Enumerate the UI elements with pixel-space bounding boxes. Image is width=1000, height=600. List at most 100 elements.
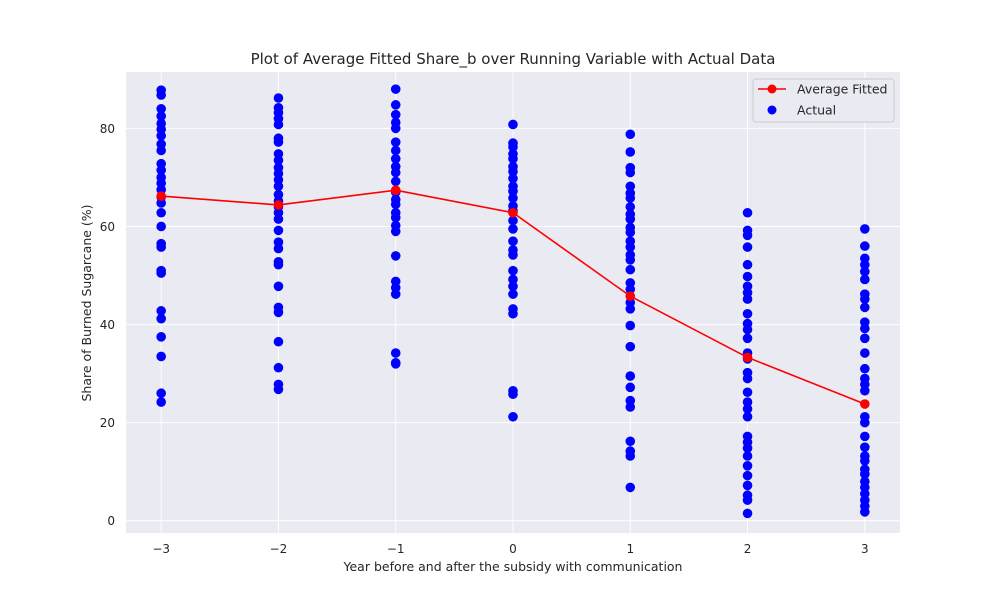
actual-point — [742, 387, 753, 398]
actual-point — [390, 199, 401, 210]
actual-point — [742, 242, 753, 252]
actual-point — [625, 129, 636, 140]
actual-point — [742, 308, 753, 319]
actual-point — [625, 371, 636, 381]
actual-point — [156, 313, 166, 324]
actual-point — [742, 461, 753, 471]
average-fitted-point — [860, 399, 870, 409]
actual-point — [625, 181, 636, 192]
actual-point — [508, 308, 518, 319]
x-tick-label: 3 — [861, 542, 869, 556]
actual-point — [156, 207, 166, 218]
actual-point — [390, 137, 401, 147]
actual-point — [508, 289, 518, 299]
actual-point — [156, 130, 166, 141]
actual-point — [742, 470, 753, 481]
actual-point — [273, 281, 284, 292]
actual-point — [742, 411, 753, 422]
actual-point — [625, 482, 636, 493]
actual-point — [742, 294, 753, 304]
actual-point — [742, 333, 753, 344]
average-fitted-point — [390, 185, 401, 195]
actual-point — [625, 341, 636, 352]
actual-point — [625, 284, 636, 295]
y-tick-label: 20 — [100, 416, 115, 430]
actual-point — [742, 480, 753, 491]
actual-point — [390, 145, 401, 156]
actual-point — [860, 442, 870, 452]
actual-point — [508, 411, 518, 422]
actual-point — [390, 359, 401, 369]
y-tick-label: 60 — [100, 220, 115, 234]
actual-point — [390, 176, 401, 187]
actual-point — [156, 103, 166, 114]
legend-label-actual: Actual — [797, 103, 836, 118]
actual-point — [860, 323, 870, 334]
actual-point — [508, 154, 518, 164]
y-tick-label: 80 — [100, 122, 115, 136]
actual-point — [860, 363, 870, 374]
actual-point — [508, 166, 518, 177]
actual-point — [860, 507, 870, 517]
actual-point — [508, 119, 518, 130]
actual-point — [390, 167, 401, 178]
actual-point — [860, 241, 870, 251]
y-axis: 0 20 40 60 80 — [100, 122, 115, 528]
x-tick-label: 1 — [626, 542, 634, 556]
actual-point — [742, 451, 753, 461]
actual-point — [625, 402, 636, 412]
actual-point — [625, 304, 636, 314]
actual-point — [156, 242, 166, 252]
series-average-fitted — [156, 185, 870, 409]
actual-point — [156, 221, 166, 232]
actual-point — [273, 336, 284, 347]
actual-point — [860, 385, 870, 396]
actual-point — [860, 224, 870, 234]
actual-point — [742, 230, 753, 241]
actual-point — [625, 147, 636, 157]
actual-point — [156, 198, 166, 208]
actual-point — [742, 495, 753, 505]
actual-point — [625, 382, 636, 393]
actual-point — [860, 274, 870, 285]
actual-point — [508, 236, 518, 246]
actual-point — [390, 251, 401, 261]
actual-point — [273, 214, 284, 224]
actual-point — [742, 443, 753, 453]
actual-point — [508, 193, 518, 203]
actual-point — [742, 271, 753, 282]
actual-point — [156, 397, 166, 407]
average-fitted-point — [625, 291, 636, 301]
actual-point — [625, 167, 636, 178]
actual-point — [273, 307, 284, 318]
chart-title: Plot of Average Fitted Share_b over Runn… — [251, 50, 776, 69]
legend-marker-average-fitted — [767, 84, 777, 94]
actual-point — [156, 268, 166, 278]
actual-point — [508, 173, 518, 184]
legend-marker-actual — [767, 105, 777, 115]
actual-point — [625, 227, 636, 238]
legend-box — [752, 78, 895, 123]
actual-point — [390, 289, 401, 299]
average-fitted-point — [508, 207, 518, 218]
actual-point — [390, 212, 401, 223]
actual-point — [742, 508, 753, 519]
actual-point — [860, 417, 870, 428]
average-fitted-point — [156, 191, 166, 201]
actual-point — [508, 389, 518, 400]
x-axis-label: Year before and after the subsidy with c… — [343, 559, 683, 574]
actual-point — [860, 333, 870, 344]
actual-point — [390, 226, 401, 237]
average-fitted-point — [273, 200, 284, 210]
actual-point — [273, 243, 284, 254]
actual-point — [156, 165, 166, 175]
x-tick-label: 0 — [509, 542, 517, 556]
actual-point — [625, 451, 636, 461]
actual-point — [860, 469, 870, 479]
actual-point — [156, 145, 166, 156]
actual-point — [156, 90, 166, 100]
actual-point — [508, 250, 518, 260]
actual-point — [390, 348, 401, 358]
y-tick-label: 40 — [100, 318, 115, 332]
actual-point — [273, 155, 284, 166]
